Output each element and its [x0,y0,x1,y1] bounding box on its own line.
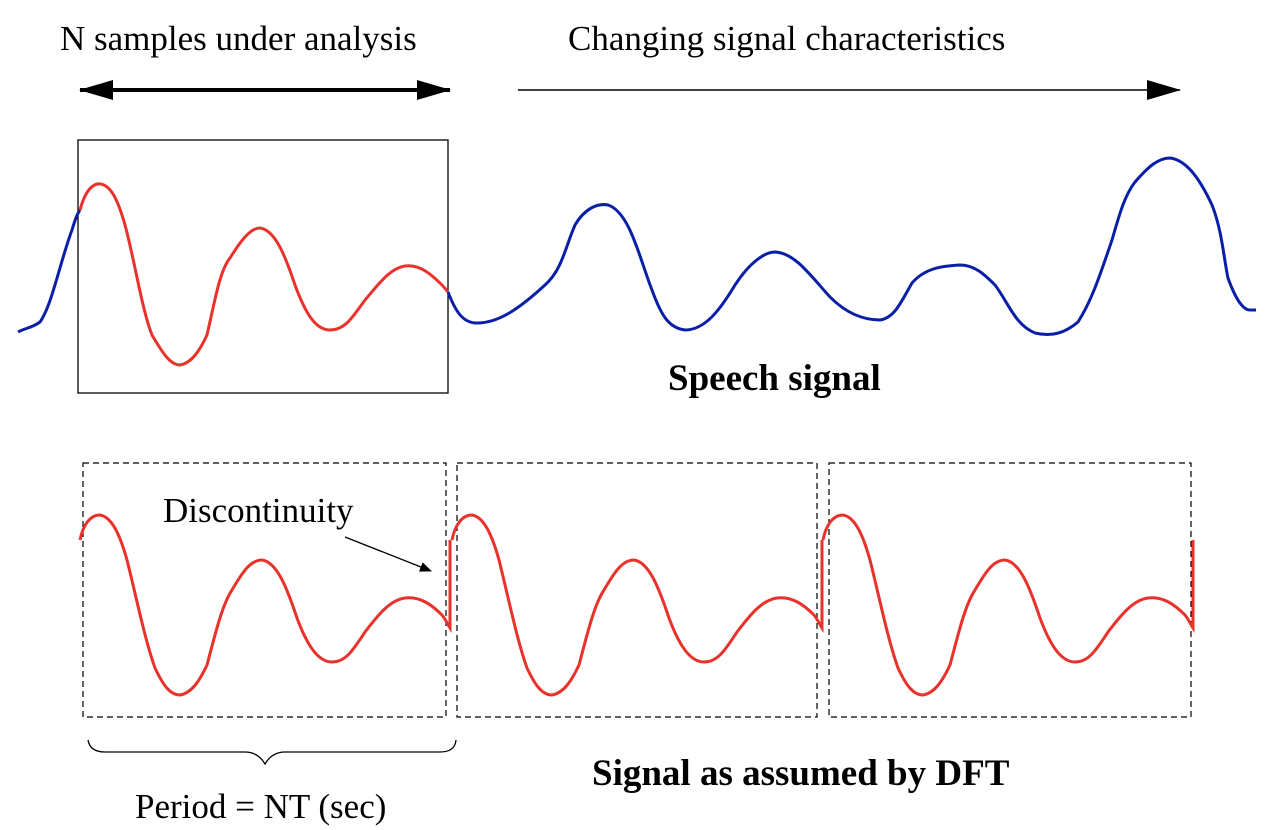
dft-period-frame-1 [82,462,447,718]
analyzed-segment [78,182,450,367]
discontinuity-label: Discontinuity [163,491,354,530]
repeated-segment-2 [450,513,824,697]
dft-caption: Signal as assumed by DFT [592,753,1010,794]
period-label: Period = NT (sec) [135,787,386,826]
period-brace [87,739,457,766]
speech-signal-left [17,209,82,334]
dft-period-frame-3 [828,462,1192,718]
discontinuity-pointer [344,536,432,572]
n-samples-label: N samples under analysis [60,19,417,58]
repeated-segment-1 [78,513,452,697]
repeated-segment-3 [821,513,1195,697]
dft-period-frame-2 [456,462,818,718]
changing-characteristics-label: Changing signal characteristics [568,19,1005,58]
speech-signal-label: Speech signal [668,358,881,399]
analysis-window-box [77,139,449,394]
speech-signal-continuation [446,156,1256,337]
